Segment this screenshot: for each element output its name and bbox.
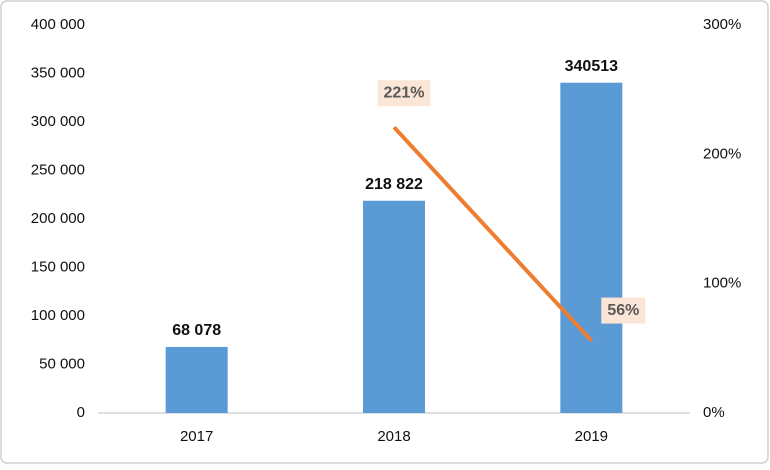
y2-tick-label: 200% bbox=[703, 145, 741, 162]
bar bbox=[363, 200, 425, 413]
y-tick-label: 300 000 bbox=[31, 113, 85, 130]
y-tick-label: 250 000 bbox=[31, 161, 85, 178]
y2-tick-label: 300% bbox=[703, 16, 741, 33]
line-value-label: 221% bbox=[384, 84, 425, 101]
line-label-bg bbox=[601, 297, 646, 324]
y2-tick-label: 0% bbox=[703, 404, 725, 421]
line-value-label: 56% bbox=[607, 302, 639, 319]
x-tick-label: 2017 bbox=[180, 428, 213, 445]
line bbox=[392, 125, 593, 342]
bar-value-label: 68 078 bbox=[172, 322, 221, 339]
bar-value-label: 340513 bbox=[565, 58, 618, 75]
bar bbox=[560, 82, 623, 413]
y-tick-label: 100 000 bbox=[31, 307, 85, 324]
y2-tick-label: 100% bbox=[703, 275, 741, 292]
bar-value-label: 218 822 bbox=[365, 176, 423, 193]
y-tick-label: 350 000 bbox=[31, 64, 85, 81]
x-tick-label: 2019 bbox=[575, 428, 608, 445]
y-tick-label: 0 bbox=[77, 404, 85, 421]
y-tick-label: 400 000 bbox=[31, 16, 85, 33]
y-tick-label: 200 000 bbox=[31, 210, 85, 227]
bar bbox=[165, 346, 228, 413]
line-label-bg bbox=[377, 80, 431, 107]
y-tick-label: 150 000 bbox=[31, 258, 85, 275]
x-tick-label: 2018 bbox=[377, 428, 410, 445]
y-tick-label: 50 000 bbox=[39, 355, 85, 372]
